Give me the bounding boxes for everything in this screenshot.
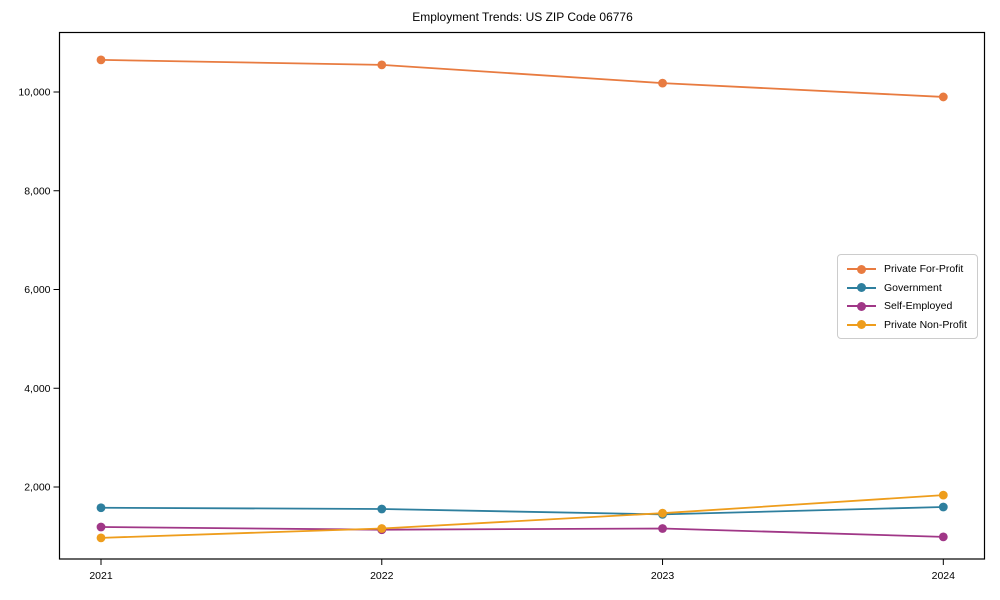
data-point-self-employed-2024 (938, 532, 948, 542)
data-point-government-2024 (938, 502, 948, 512)
data-point-private-for-profit-2023 (658, 78, 667, 88)
legend-marker-government (847, 283, 876, 293)
legend-item-government: Government (847, 279, 970, 298)
data-point-private-non-profit-2022 (377, 524, 387, 533)
y-tick-label: 2,000 (24, 482, 50, 494)
data-point-private-for-profit-2024 (938, 92, 948, 102)
x-tick-label-2021: 2021 (89, 570, 113, 582)
legend-label: Self-Employed (884, 300, 953, 313)
legend-label: Government (884, 281, 942, 294)
legend: Private For-Profit Government Self-Emplo… (837, 254, 978, 339)
legend-item-private-non-profit: Private Non-Profit (847, 316, 970, 335)
y-tick-label: 10,000 (18, 87, 50, 99)
y-tick-label: 8,000 (24, 185, 50, 197)
chart-title: Employment Trends: US ZIP Code 06776 (412, 10, 633, 24)
data-point-government-2021 (96, 503, 106, 513)
legend-item-self-employed: Self-Employed (847, 297, 970, 316)
x-tick-label-2022: 2022 (370, 570, 394, 582)
data-point-private-non-profit-2024 (938, 490, 948, 500)
data-point-private-for-profit-2021 (96, 55, 106, 65)
series-line-government (100, 506, 944, 516)
data-point-government-2022 (377, 504, 387, 514)
legend-label: Private For-Profit (884, 263, 964, 276)
data-point-private-non-profit-2021 (96, 533, 106, 543)
series-line-private-non-profit (100, 494, 944, 539)
data-point-private-non-profit-2023 (658, 508, 667, 518)
y-tick-label: 4,000 (24, 383, 50, 395)
legend-marker-private-non-profit (847, 320, 876, 330)
legend-marker-self-employed (847, 301, 876, 311)
y-tick-label: 6,000 (24, 284, 50, 296)
x-tick-label-2023: 2023 (651, 570, 675, 582)
data-point-self-employed-2023 (658, 524, 667, 533)
plot-frame (58, 31, 986, 560)
legend-label: Private Non-Profit (884, 318, 967, 331)
series-line-self-employed (100, 526, 944, 538)
legend-item-private-for-profit: Private For-Profit (847, 260, 970, 279)
series-line-private-for-profit (100, 59, 944, 98)
legend-marker-private-for-profit (847, 264, 876, 274)
x-tick-label-2024: 2024 (932, 570, 956, 582)
data-point-private-for-profit-2022 (377, 60, 387, 70)
data-point-self-employed-2021 (96, 522, 106, 532)
